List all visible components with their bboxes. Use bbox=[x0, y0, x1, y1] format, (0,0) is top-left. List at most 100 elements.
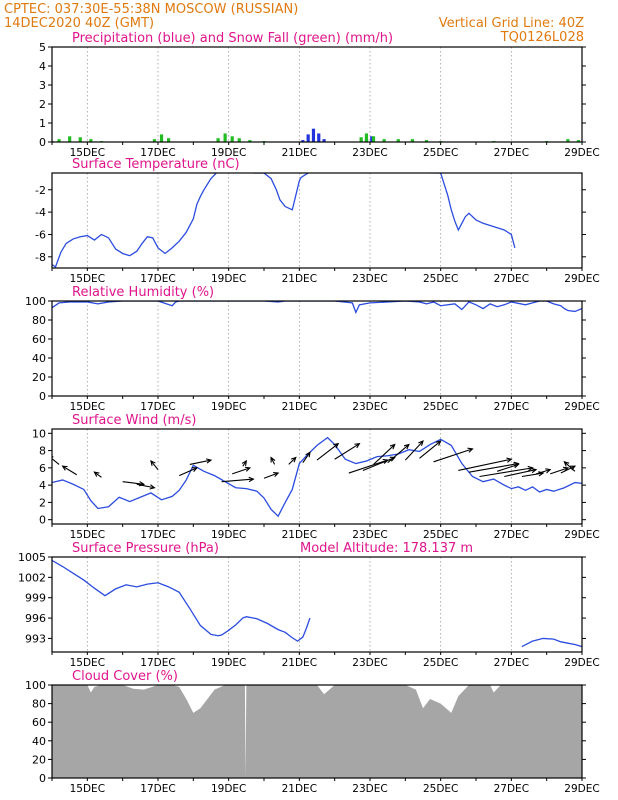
wind-arrow bbox=[270, 456, 276, 465]
precip-bar bbox=[223, 133, 227, 142]
precip-x-tick-label: 21DEC bbox=[282, 147, 317, 159]
cloud-plot-area bbox=[52, 685, 582, 778]
rh-y-tick-label: 20 bbox=[32, 371, 46, 384]
panel-cloud: 0 20 40 60 80 100 15DEC 17DEC 19DEC 21DEC 23DEC 25D… bbox=[25, 669, 600, 795]
precip-bar bbox=[317, 133, 321, 142]
precip-bar bbox=[322, 139, 326, 142]
cloud-x-tick-label: 19DEC bbox=[211, 783, 246, 795]
temp-x-tick-label: 23DEC bbox=[352, 273, 387, 285]
pressure-y-tick-label: 996 bbox=[25, 612, 46, 625]
wind-x-tick-label: 25DEC bbox=[423, 529, 458, 541]
rh-x-tick-label: 25DEC bbox=[423, 401, 458, 413]
panel-wind: 0 2 4 6 8 10 15DEC 17DEC 19DEC 21DEC 23DEC 25DEC 27D… bbox=[32, 413, 600, 541]
wind-arrow bbox=[535, 468, 552, 475]
cloud-y-tick-label: 40 bbox=[32, 735, 46, 748]
precip-y-tick-label: 1 bbox=[39, 117, 46, 130]
rh-x-tick-label: 21DEC bbox=[282, 401, 317, 413]
cloud-x-tick-label: 23DEC bbox=[352, 783, 387, 795]
cloud-y-tick-label: 20 bbox=[32, 753, 46, 766]
rh-y-tick-label: 100 bbox=[25, 295, 46, 308]
wind-arrow bbox=[504, 467, 538, 478]
header-location: CPTEC: 037:30E-55:38N MOSCOW (RUSSIAN) bbox=[4, 2, 298, 17]
wind-y-tick-label: 2 bbox=[39, 496, 46, 509]
precip-bar bbox=[359, 137, 363, 142]
temp-x-tick-label: 17DEC bbox=[140, 273, 175, 285]
precip-bar bbox=[89, 139, 93, 142]
temp-y-tick-label: -4 bbox=[35, 206, 46, 219]
wind-series-line bbox=[52, 436, 582, 518]
cloud-y-tick-label: 60 bbox=[32, 716, 46, 729]
precip-x-tick-label: 19DEC bbox=[211, 147, 246, 159]
rh-x-tick-label: 15DEC bbox=[70, 401, 105, 413]
cloud-title: Cloud Cover (%) bbox=[72, 669, 178, 684]
rh-y-tick-label: 0 bbox=[39, 390, 46, 403]
temp-x-tick-label: 25DEC bbox=[423, 273, 458, 285]
precip-y-tick-label: 0 bbox=[39, 136, 46, 149]
rh-x-tick-label: 29DEC bbox=[564, 401, 599, 413]
cloud-x-tick-label: 15DEC bbox=[70, 783, 105, 795]
wind-arrow bbox=[52, 456, 60, 465]
cloud-y-tick-label: 80 bbox=[32, 698, 46, 711]
precip-y-tick-label: 4 bbox=[39, 60, 46, 73]
wind-arrow bbox=[497, 463, 520, 472]
precip-bar bbox=[301, 140, 305, 142]
pressure-x-tick-label: 23DEC bbox=[352, 657, 387, 669]
panel-rh: 0 20 40 60 80 100 15DEC 17DEC 19DEC 21DEC 23DEC 25D… bbox=[25, 285, 600, 413]
rh-x-tick-label: 27DEC bbox=[494, 401, 529, 413]
wind-arrow bbox=[334, 443, 361, 460]
wind-arrow bbox=[458, 457, 513, 471]
wind-arrow bbox=[419, 440, 442, 459]
rh-x-tick-label: 23DEC bbox=[352, 401, 387, 413]
precip-bar bbox=[57, 139, 61, 142]
temp-x-tick-label: 19DEC bbox=[211, 273, 246, 285]
pressure-frame bbox=[51, 556, 583, 653]
precip-bar bbox=[230, 136, 234, 142]
precip-y-tick-label: 5 bbox=[39, 41, 46, 54]
cloud-frame bbox=[51, 684, 583, 779]
wind-arrow bbox=[150, 459, 159, 470]
cloud-x-tick-label: 17DEC bbox=[140, 783, 175, 795]
pressure-y-tick-label: 1002 bbox=[18, 571, 46, 584]
precip-bar bbox=[216, 138, 220, 142]
cloud-x-tick-label: 27DEC bbox=[494, 783, 529, 795]
precip-title: Precipitation (blue) and Snow Fall (gree… bbox=[72, 31, 393, 46]
cloud-x-tick-label: 25DEC bbox=[423, 783, 458, 795]
pressure-x-tick-label: 25DEC bbox=[423, 657, 458, 669]
precip-y-tick-label: 3 bbox=[39, 79, 46, 92]
wind-title: Surface Wind (m/s) bbox=[72, 413, 196, 428]
wind-x-tick-label: 21DEC bbox=[282, 529, 317, 541]
wind-arrow bbox=[479, 465, 534, 478]
cloud-x-tick-label: 29DEC bbox=[564, 783, 599, 795]
temp-y-tick-label: -2 bbox=[35, 184, 46, 197]
wind-frame bbox=[51, 428, 583, 525]
wind-y-tick-label: 8 bbox=[39, 445, 46, 458]
wind-arrow bbox=[232, 466, 252, 475]
cloud-y-tick-label: 100 bbox=[25, 679, 46, 692]
pressure-x-tick-label: 19DEC bbox=[211, 657, 246, 669]
wind-y-tick-label: 10 bbox=[32, 427, 46, 440]
wind-arrow bbox=[93, 471, 102, 478]
rh-plot-area bbox=[52, 301, 582, 396]
temp-y-tick-label: -8 bbox=[35, 251, 46, 264]
rh-series-line bbox=[52, 301, 582, 315]
precip-bar bbox=[576, 140, 581, 142]
wind-x-tick-label: 27DEC bbox=[494, 529, 529, 541]
precip-plot-area bbox=[52, 47, 582, 142]
wind-y-tick-label: 6 bbox=[39, 462, 46, 475]
wind-x-tick-label: 23DEC bbox=[352, 529, 387, 541]
cloud-cover-area bbox=[52, 685, 582, 778]
precip-bar bbox=[371, 136, 376, 142]
temp-title: Surface Temperature (nC) bbox=[72, 157, 240, 172]
cloud-y-tick-label: 0 bbox=[39, 772, 46, 785]
panel-precip: 0 1 2 3 4 5 15DEC 17DEC 19DEC 21DEC 23DEC 25DEC 27DE… bbox=[39, 31, 600, 159]
pressure-title: Surface Pressure (hPa) bbox=[72, 541, 219, 556]
pressure-y-tick-label: 993 bbox=[25, 632, 46, 645]
rh-x-tick-label: 19DEC bbox=[211, 401, 246, 413]
precip-x-tick-label: 27DEC bbox=[494, 147, 529, 159]
rh-title: Relative Humidity (%) bbox=[72, 285, 214, 300]
wind-arrow bbox=[373, 443, 396, 465]
wind-y-tick-label: 0 bbox=[39, 514, 46, 527]
precip-frame bbox=[51, 46, 583, 143]
precip-bar bbox=[152, 139, 157, 142]
panel-pressure: 993 996 999 1002 1005 15DEC 17DEC 19DEC 21DEC 23D… bbox=[18, 541, 600, 669]
